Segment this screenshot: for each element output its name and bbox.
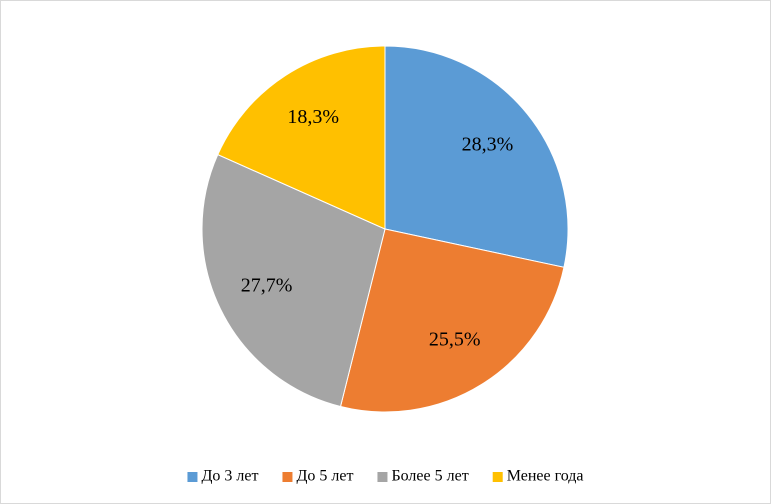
pie-slice: [384, 45, 569, 268]
pie-slice: [201, 153, 386, 408]
legend-marker: [187, 472, 198, 482]
data-label: 25,5%: [429, 328, 481, 350]
legend-label: До 5 лет: [296, 468, 353, 485]
data-label: 18,3%: [287, 106, 339, 128]
pie-slice: [339, 228, 565, 413]
legend-label: Менее года: [507, 468, 584, 485]
legend-marker: [377, 472, 388, 482]
pie-slice: [217, 45, 386, 230]
legend-marker: [492, 472, 503, 482]
data-label: 28,3%: [462, 134, 514, 156]
legend-label: До 3 лет: [201, 468, 258, 485]
legend-label: Более 5 лет: [391, 468, 468, 485]
data-label: 27,7%: [241, 274, 293, 296]
legend-marker: [282, 472, 293, 482]
